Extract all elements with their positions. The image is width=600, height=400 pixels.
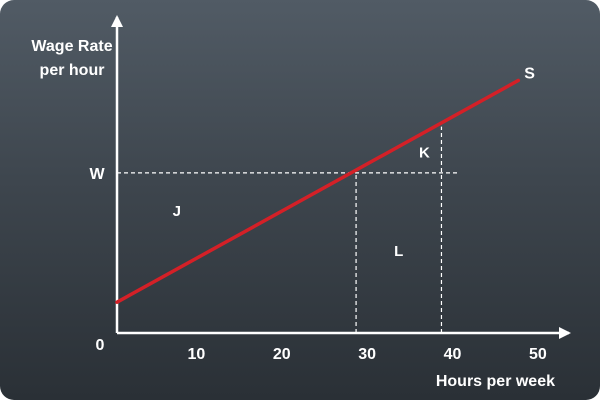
region-label-j: J	[173, 203, 181, 220]
x-tick-label: 40	[444, 346, 462, 363]
y-tick-label-w: W	[89, 166, 105, 183]
y-axis-title-line1: Wage Rate	[31, 38, 112, 55]
y-axis-title-line2: per hour	[40, 62, 105, 79]
origin-label: 0	[96, 337, 105, 354]
region-label-l: L	[394, 243, 403, 260]
supply-curve-line	[115, 78, 521, 304]
series-label-supply: S	[524, 65, 535, 82]
region-label-k: K	[419, 144, 430, 161]
x-tick-label: 50	[529, 346, 547, 363]
x-tick-label: 20	[273, 346, 291, 363]
x-tick-label: 30	[358, 346, 376, 363]
x-tick-label: 10	[187, 346, 205, 363]
x-axis-title: Hours per week	[436, 373, 555, 390]
